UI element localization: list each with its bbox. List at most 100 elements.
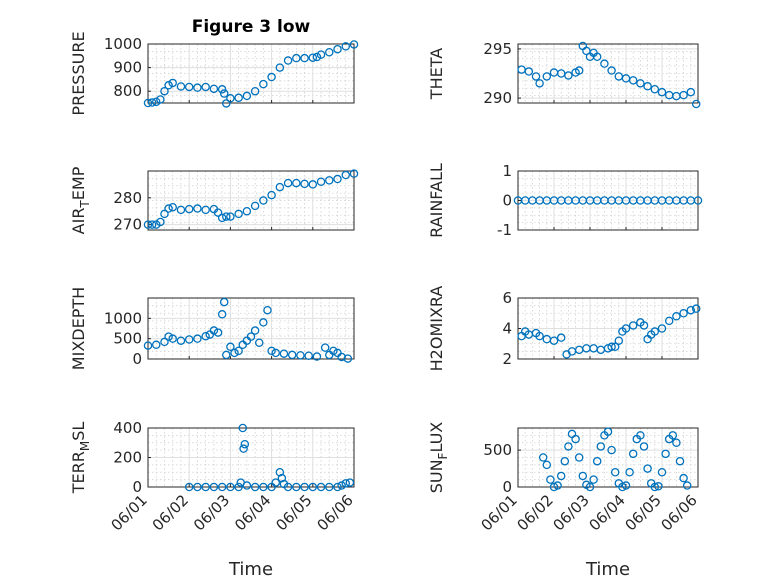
data-point — [574, 66, 584, 75]
data-point — [160, 337, 169, 347]
data-point — [226, 94, 235, 103]
data-point — [639, 442, 649, 451]
data-point — [275, 182, 285, 192]
data-point — [287, 350, 297, 360]
data-point — [279, 349, 289, 358]
data-point — [607, 342, 616, 352]
y-tick-label: 500 — [113, 330, 142, 348]
y-tick-label: 2 — [502, 350, 512, 368]
data-point — [193, 334, 202, 343]
data-point — [239, 444, 248, 453]
data-point — [535, 331, 544, 341]
data-point — [320, 343, 330, 352]
data-point — [217, 85, 227, 94]
data-point — [219, 297, 229, 307]
data-point — [234, 209, 243, 219]
y-axis-label: SUNFLUX — [427, 422, 450, 494]
data-point — [184, 335, 194, 344]
major-grid — [148, 298, 354, 359]
x-tick-label: 06/03 — [190, 491, 233, 534]
data-point — [201, 82, 210, 92]
major-grid — [148, 171, 354, 230]
data-point — [549, 336, 559, 345]
data-point — [614, 336, 624, 345]
data-point — [209, 482, 219, 492]
data-point — [628, 321, 638, 330]
series-markers — [517, 41, 701, 109]
y-tick-label: 280 — [113, 189, 142, 207]
data-point — [553, 481, 562, 490]
data-point — [226, 342, 235, 352]
data-point — [650, 327, 660, 336]
data-point — [343, 354, 353, 363]
data-point — [585, 482, 595, 492]
chart-title: Figure 3 low — [192, 17, 311, 37]
data-point — [657, 324, 667, 333]
data-point — [246, 332, 256, 341]
series-markers — [517, 304, 701, 359]
data-point — [610, 342, 620, 352]
data-point — [312, 352, 322, 361]
data-point — [259, 196, 268, 205]
data-point — [156, 217, 165, 227]
data-point — [686, 87, 696, 97]
panel-rainfall: -1 0 1 RAINFALL — [427, 162, 703, 239]
plot-area — [147, 297, 355, 360]
data-point — [672, 312, 681, 321]
data-point — [222, 212, 231, 221]
data-point — [292, 178, 301, 188]
data-point — [675, 456, 685, 466]
data-point — [219, 89, 229, 98]
data-point — [564, 71, 573, 80]
y-tick-label: 800 — [113, 82, 142, 100]
data-point — [222, 99, 231, 108]
data-point — [337, 352, 346, 362]
data-point — [661, 449, 670, 459]
data-point — [143, 341, 153, 350]
y-tick-label: 1 — [502, 162, 512, 180]
data-point — [209, 84, 219, 94]
data-point — [657, 87, 667, 97]
axes-box — [147, 297, 355, 360]
data-point — [546, 475, 555, 484]
data-point — [564, 442, 573, 451]
data-point — [217, 482, 227, 492]
data-point — [691, 99, 701, 109]
data-point — [686, 305, 696, 315]
data-point — [283, 56, 293, 65]
data-point — [592, 52, 602, 62]
data-point — [213, 328, 223, 337]
data-point — [193, 83, 202, 92]
data-point — [312, 52, 322, 62]
y-tick-label: 200 — [113, 449, 142, 467]
panel-h2omixra: 2 4 6 H2OMIXRA — [427, 286, 701, 371]
data-point — [535, 79, 544, 88]
data-point — [184, 204, 194, 214]
data-point — [300, 179, 309, 189]
x-tick-label: 06/02 — [149, 491, 192, 534]
data-point — [275, 467, 285, 477]
data-point — [304, 351, 313, 360]
data-point — [325, 176, 334, 185]
data-point — [160, 86, 169, 96]
data-point — [292, 482, 301, 492]
data-point — [316, 177, 326, 186]
x-tick-label: 06/04 — [586, 491, 629, 534]
data-point — [209, 326, 219, 335]
data-point — [341, 42, 351, 51]
data-point — [176, 82, 186, 91]
data-point — [147, 220, 157, 229]
data-point — [250, 201, 260, 211]
series-markers — [184, 423, 355, 492]
x-tick-label: 06/05 — [272, 491, 315, 534]
data-point — [574, 453, 584, 462]
data-point — [592, 456, 602, 466]
data-point — [201, 482, 210, 492]
data-point — [621, 481, 631, 490]
y-tick-label: 900 — [113, 59, 142, 77]
series-markers — [143, 40, 359, 108]
plot-area — [147, 43, 355, 104]
data-point — [596, 442, 606, 451]
y-tick-label: 0 — [502, 192, 512, 210]
